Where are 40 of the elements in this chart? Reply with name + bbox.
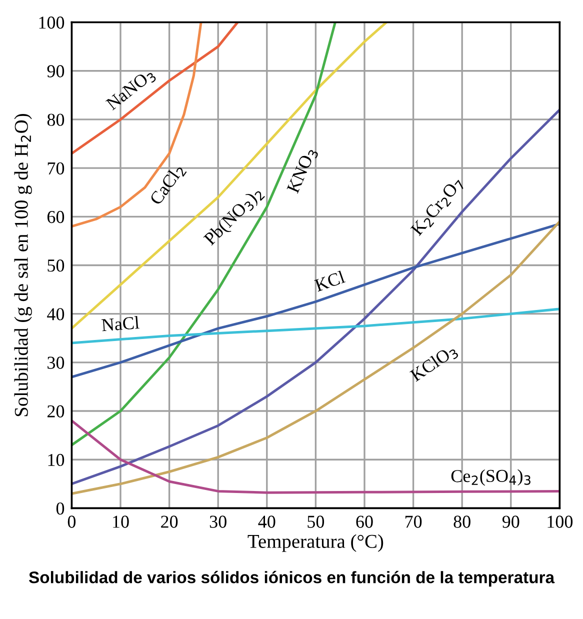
text: CaCl$_{2}$ [148, 162, 187, 208]
line-series [72, 22, 202, 228]
x-tick-label: 0 [68, 516, 76, 528]
line-series [72, 419, 560, 494]
x-tick-label: 90 [502, 516, 520, 528]
y-tick-label: 10 [48, 454, 64, 466]
text: Pb(NO$_{3}$)$_{2}$ [202, 186, 266, 248]
x-tick-label: 70 [405, 516, 422, 528]
y-tick-label: 40 [47, 308, 64, 320]
y-tick-label: 50 [48, 260, 64, 272]
text: KClO$_{3}$ [409, 343, 460, 384]
text: NaNO$_{3}$ [105, 68, 157, 113]
y-tick-label: 0 [56, 502, 64, 515]
y-tick-label: 80 [47, 114, 64, 126]
x-tick-label: 40 [258, 516, 276, 528]
text: KNO$_{3}$ [286, 146, 319, 195]
y-tick-label: 70 [48, 162, 64, 174]
x-tick-label: 10 [113, 516, 129, 528]
y-tick-label: 30 [48, 356, 64, 369]
line-series [72, 108, 560, 486]
y-tick-label: 60 [47, 210, 64, 224]
text: K$_{2}$Cr$_{2}$O$_{7}$ [410, 176, 466, 238]
line-series [72, 22, 239, 155]
x-tick-label: 80 [454, 516, 470, 528]
y-tick-label: 100 [39, 16, 64, 29]
line-series [72, 22, 388, 330]
x-tick-label: 60 [356, 516, 373, 528]
line-series [72, 308, 560, 344]
y-tick-label: 90 [47, 65, 64, 78]
x-tick-label: 100 [548, 516, 573, 528]
x-tick-label: 20 [161, 516, 178, 528]
text: KCl [314, 270, 346, 292]
x-tick-label: 50 [308, 516, 324, 528]
x-axis-title: Temperatura (°C) [248, 534, 384, 552]
series-label: Ce$_{2}$(SO$_{4}$)$_{3}$ [451, 469, 530, 486]
x-tick-label: 30 [210, 516, 226, 528]
y-axis-title: Solubilidad (g de sal en 100 g de H$_{2}$O) [14, 114, 32, 416]
text: Solubilidad de varios sólidos iónicos en función de la temperatura [28, 570, 555, 587]
y-tick-label: 20 [48, 405, 64, 418]
series-label: NaCl [101, 316, 140, 332]
